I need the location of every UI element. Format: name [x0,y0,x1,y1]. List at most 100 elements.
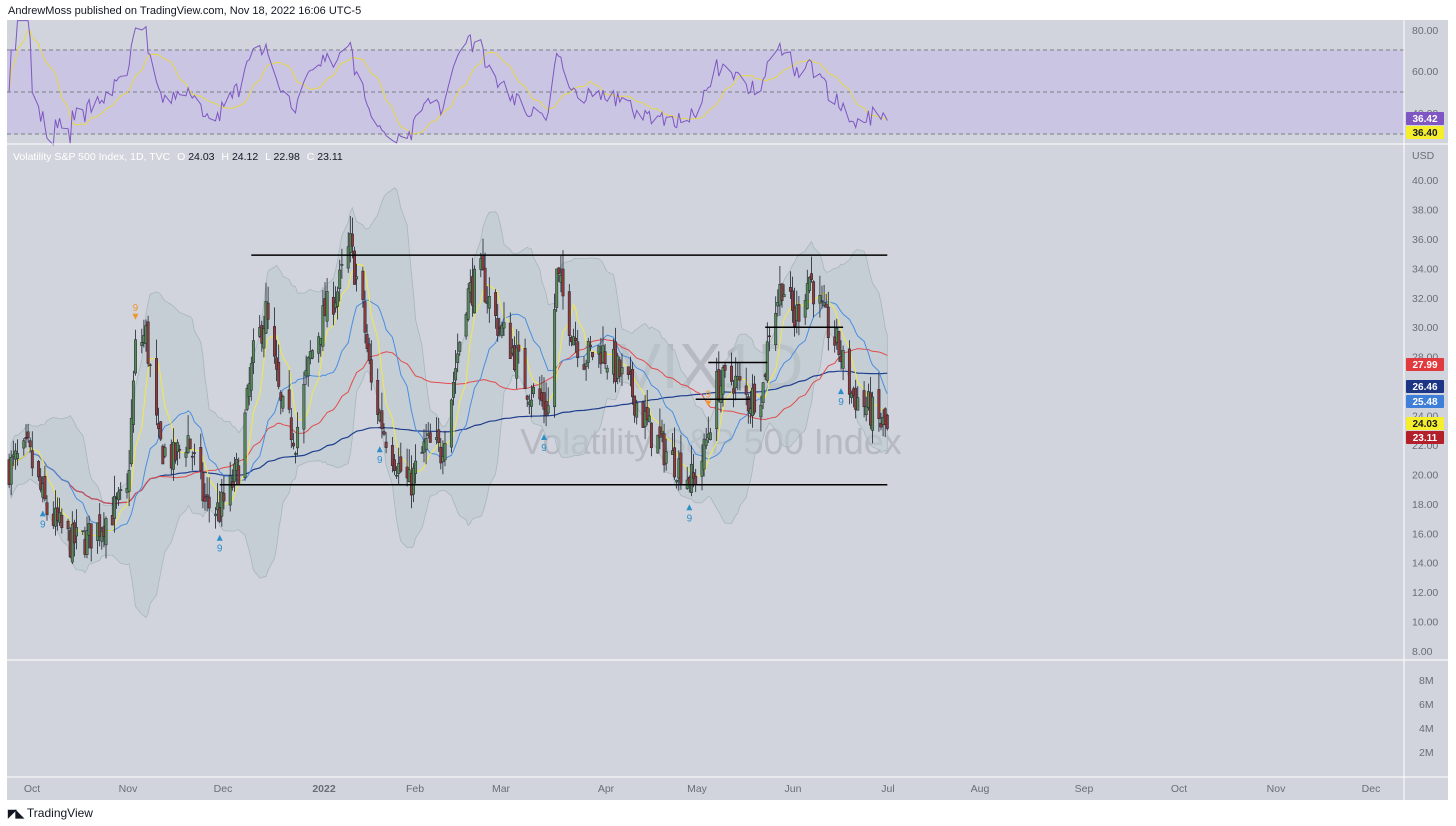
candle [824,293,828,308]
candle-body [222,492,226,502]
candle-body [481,254,485,271]
candle [774,296,778,351]
candle [679,434,683,490]
candle-body [820,300,824,302]
candle [37,460,41,481]
candle-body [508,322,512,359]
candle-body [631,369,634,398]
candle-body [237,465,241,485]
chart-canvas[interactable]: VIX1D Volatility S&P 500 Index 99999999 … [7,20,1448,800]
candle-body [856,397,860,411]
candle-body [243,412,247,478]
time-axis-label: 2022 [312,783,336,795]
candle-body [679,452,683,484]
rsi-badge: 36.40 [1406,126,1444,139]
candle-body [782,294,786,298]
candle [555,268,559,312]
candle [336,286,340,320]
price-axis-tick: 18.00 [1412,499,1438,511]
candle-body [494,292,498,316]
candle [647,408,651,423]
td-up-arrow-icon [216,534,223,541]
footer-brand[interactable]: ◤◣ TradingView [8,806,93,820]
candle-body [588,344,592,348]
candle-body [184,452,188,458]
candle-body [805,283,809,309]
candle [525,394,529,407]
price-badge-bg [1406,358,1444,371]
td-buy-signal: 9 [39,510,46,530]
candle [473,265,476,314]
candle [228,461,232,512]
candle [847,340,851,405]
candle-body [647,415,651,423]
candle-body [582,364,586,370]
candle [704,427,708,450]
candle [104,516,108,559]
candle-body [16,453,19,460]
candle [635,399,639,425]
candle [626,366,630,380]
candle [877,372,881,432]
candle [199,433,203,480]
chart-frame[interactable]: VIX1D Volatility S&P 500 Index 99999999 … [7,20,1448,800]
price-axis[interactable]: USD40.0038.0036.0034.0032.0030.0028.0026… [1412,150,1438,658]
candle-body [449,399,453,448]
candle [127,450,131,507]
volume-axis[interactable]: 8M 6M 4M 2M [1419,675,1434,759]
time-axis-label: Apr [598,783,615,795]
candle-body [879,422,883,428]
price-badge-bg [1406,395,1444,408]
candle-body [732,388,736,394]
candle [190,451,194,471]
candle [207,477,211,523]
candle-body [791,290,794,311]
time-axis-label: Oct [1171,783,1187,795]
time-axis-label: May [687,783,708,795]
candle [603,344,607,369]
candle [294,451,297,464]
candle-body [192,452,196,454]
candle [605,364,609,380]
rsi-badge: 36.42 [1406,112,1444,125]
candle [119,482,123,500]
candle-body [289,417,293,441]
candle-body [266,302,270,320]
candle [355,263,359,292]
candle-body [214,513,217,516]
td-up-arrow-icon [541,434,548,441]
candle-body [22,440,26,449]
td-up-arrow-icon [837,388,844,395]
candle-body [620,367,624,375]
time-axis-label: Mar [492,783,511,795]
price-axis-tick: 38.00 [1412,204,1438,216]
candle-body [321,305,325,347]
candle-body [656,434,660,454]
candle-body [98,514,102,537]
price-axis-tick: 34.00 [1412,263,1438,275]
candle-body [140,342,144,346]
candle [466,283,470,322]
candle [517,331,521,364]
symbol-legend[interactable]: Volatility S&P 500 Index, 1D, TVC O 24.0… [13,151,343,163]
candle-body [384,441,388,448]
trend-lines[interactable] [219,254,888,486]
candle-body [753,383,757,413]
price-axis-tick: 40.00 [1412,175,1438,187]
time-axis[interactable]: Oct Nov Dec 2022 Feb Mar Apr May Jun Jul Aug Sep Oct… [24,783,1381,795]
price-badge: 27.99 [1406,358,1444,371]
candle [443,430,447,467]
candle [584,359,588,381]
candle [266,286,270,330]
candle [384,432,388,454]
candle [567,284,571,346]
legend-open-label: O [177,151,185,163]
candle-body [201,472,205,502]
candle-body [249,363,253,391]
candle [338,259,342,302]
candle [399,442,403,473]
price-badge-value: 25.48 [1412,397,1437,408]
candle-body [127,470,131,492]
candle-body [146,321,150,364]
candle [553,293,557,418]
